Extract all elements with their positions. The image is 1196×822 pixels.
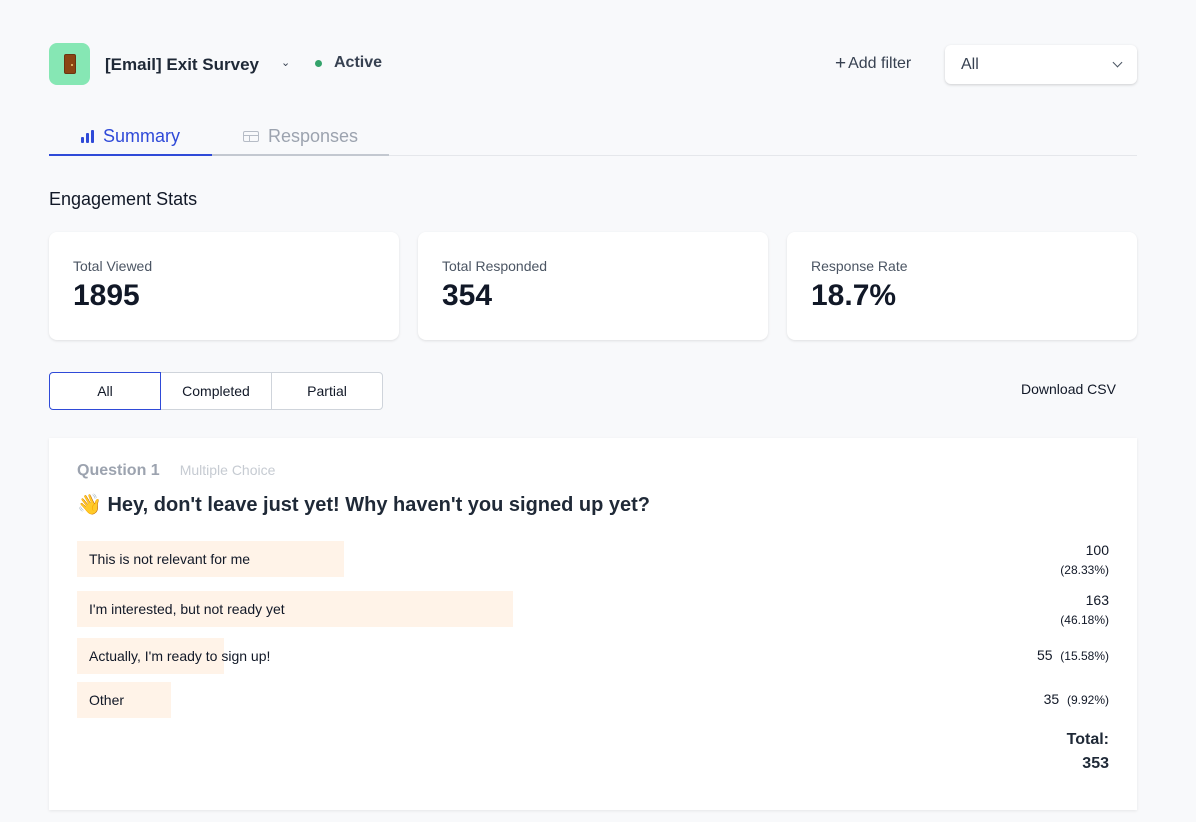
- status-dot-icon: [315, 60, 322, 67]
- question-number: Question 1: [77, 462, 160, 479]
- tab-responses[interactable]: Responses: [212, 118, 389, 156]
- choice-bar: [77, 591, 513, 627]
- stat-card-total-responded: Total Responded 354: [418, 232, 768, 340]
- response-filter-group: All Completed Partial: [49, 372, 383, 410]
- filter-select-value: All: [961, 55, 979, 73]
- question-card: Question 1 Multiple Choice 👋 Hey, don't …: [49, 438, 1137, 810]
- door-icon: [49, 43, 90, 85]
- choice-row: This is not relevant for me 100 (28.33%): [77, 541, 1109, 577]
- choice-label: Actually, I'm ready to sign up!: [89, 648, 271, 664]
- tab-summary-label: Summary: [102, 125, 180, 146]
- stat-value: 354: [442, 279, 493, 312]
- total-label: Total:: [1066, 731, 1109, 748]
- choice-percent: (46.18%): [1060, 613, 1109, 627]
- question-type: Multiple Choice: [179, 462, 276, 478]
- choice-percent: (15.58%): [1060, 649, 1109, 663]
- choice-percent: (9.92%): [1066, 693, 1109, 707]
- engagement-stats-title: Engagement Stats: [49, 189, 198, 209]
- choice-count-value: 163: [1085, 592, 1109, 608]
- filter-partial-button[interactable]: Partial: [271, 372, 383, 410]
- choice-label: I'm interested, but not ready yet: [89, 601, 285, 617]
- choice-row: Actually, I'm ready to sign up! 55 (15.5…: [77, 638, 1109, 674]
- add-filter-button[interactable]: + Add filter: [835, 53, 912, 74]
- stat-value: 1895: [73, 279, 140, 312]
- add-filter-label: Add filter: [848, 55, 912, 72]
- table-icon: [242, 130, 259, 142]
- plus-icon: +: [835, 53, 847, 74]
- tab-responses-label: Responses: [267, 125, 359, 146]
- choice-bar: [77, 541, 344, 577]
- choice-count-value: 100: [1085, 542, 1109, 558]
- choice-row: Other 35 (9.92%): [77, 682, 1109, 718]
- stat-card-response-rate: Response Rate 18.7%: [787, 232, 1137, 340]
- stat-label: Response Rate: [811, 258, 908, 274]
- tab-bar: Summary Responses: [49, 118, 1137, 156]
- total-value: 353: [1082, 755, 1109, 772]
- filter-select[interactable]: All: [945, 45, 1137, 84]
- bar-chart-icon: [80, 129, 94, 143]
- question-title: 👋 Hey, don't leave just yet! Why haven't…: [77, 494, 651, 516]
- survey-header: [Email] Exit Survey ⌄ Active + Add filte…: [49, 43, 1137, 85]
- stat-card-total-viewed: Total Viewed 1895: [49, 232, 399, 340]
- choice-count: 35 (9.92%): [1044, 691, 1109, 707]
- survey-title[interactable]: [Email] Exit Survey: [105, 55, 260, 74]
- choice-count-value: 55: [1036, 647, 1053, 663]
- filter-completed-button[interactable]: Completed: [160, 372, 272, 410]
- question-meta: Question 1 Multiple Choice: [77, 462, 275, 480]
- choice-count: 55 (15.58%): [1037, 647, 1109, 663]
- download-csv-button[interactable]: Download CSV: [1021, 381, 1116, 397]
- choice-label: This is not relevant for me: [89, 551, 251, 567]
- choice-bar: [77, 682, 171, 718]
- chevron-down-icon[interactable]: ⌄: [281, 57, 291, 69]
- tab-summary[interactable]: Summary: [49, 118, 212, 156]
- choice-count-value: 35: [1043, 691, 1060, 707]
- choice-count: 163 (46.18%): [1060, 591, 1109, 630]
- stat-label: Total Viewed: [73, 258, 153, 274]
- choice-row: I'm interested, but not ready yet 163 (4…: [77, 591, 1109, 627]
- status-badge: Active: [334, 54, 383, 71]
- chevron-down-icon: [1112, 57, 1123, 68]
- total-block: Total: 353: [1067, 728, 1109, 776]
- filter-all-button[interactable]: All: [49, 372, 161, 410]
- choice-count: 100 (28.33%): [1060, 541, 1109, 580]
- choice-label: Other: [89, 692, 125, 708]
- stat-value: 18.7%: [811, 279, 897, 312]
- choice-bar: [77, 638, 224, 674]
- choice-percent: (28.33%): [1060, 563, 1109, 577]
- stat-label: Total Responded: [442, 258, 548, 274]
